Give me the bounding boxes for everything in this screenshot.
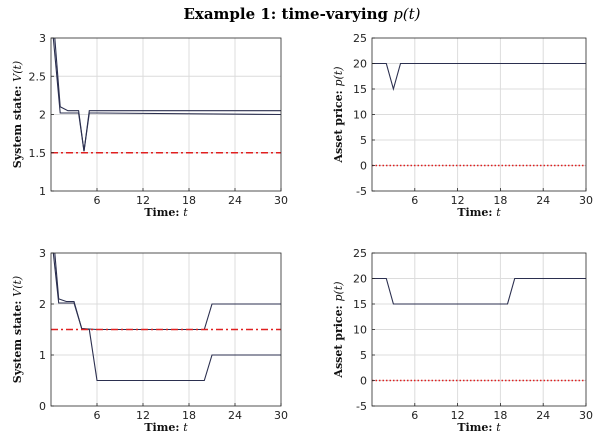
y-tick-label-0: 1 bbox=[39, 185, 46, 198]
series-1-line bbox=[372, 277, 586, 305]
y-tick-label-4: 15 bbox=[353, 298, 367, 311]
y-tick-label-0: 0 bbox=[39, 400, 46, 413]
y-tick-label-0: -5 bbox=[356, 400, 367, 413]
x-axis-label-var: t bbox=[496, 206, 501, 219]
x-tick-label-3: 24 bbox=[536, 194, 550, 207]
y-tick-label-3: 10 bbox=[353, 324, 367, 337]
x-tick-label-3: 24 bbox=[228, 194, 242, 207]
x-axis-label-var: t bbox=[183, 421, 188, 434]
y-axis-label-var: V(t) bbox=[11, 276, 24, 297]
y-axis-label-text: System state: bbox=[11, 82, 24, 168]
x-axis-label-text: Time: bbox=[457, 206, 496, 219]
series-1-line bbox=[372, 62, 586, 92]
x-tick-label-2: 18 bbox=[493, 409, 507, 422]
y-tick-label-6: 25 bbox=[353, 32, 367, 45]
x-tick-label-3: 24 bbox=[536, 409, 550, 422]
y-tick-label-5: 20 bbox=[353, 58, 367, 71]
x-tick-label-0: 6 bbox=[411, 409, 418, 422]
y-tick-label-5: 20 bbox=[353, 273, 367, 286]
axes-box bbox=[50, 252, 282, 407]
y-axis-label-text: Asset price: bbox=[332, 86, 345, 163]
x-tick-label-4: 30 bbox=[579, 409, 593, 422]
series-1-line bbox=[54, 37, 281, 152]
y-axis-label-text: Asset price: bbox=[332, 301, 345, 378]
y-axis-label-var: p(t) bbox=[332, 281, 345, 301]
y-tick-label-1: 0 bbox=[360, 375, 367, 388]
x-tick-label-1: 12 bbox=[136, 194, 150, 207]
y-tick-label-2: 2 bbox=[39, 109, 46, 122]
panel-2: 6 12 18 24 30 -5 0 5 10 15 20 25 Time: t Asset price:… bbox=[332, 32, 593, 219]
x-tick-label-0: 6 bbox=[94, 409, 101, 422]
x-tick-label-1: 12 bbox=[451, 409, 465, 422]
y-axis-label: System state: V(t) bbox=[11, 276, 24, 383]
y-tick-label-3: 10 bbox=[353, 109, 367, 122]
y-axis-label: Asset price: p(t) bbox=[332, 66, 345, 163]
x-axis-label-text: Time: bbox=[457, 421, 496, 434]
x-tick-label-1: 12 bbox=[451, 194, 465, 207]
panel-4: 6 12 18 24 30 -5 0 5 10 15 20 25 Time: t Asset price:… bbox=[332, 247, 593, 434]
x-axis-label: Time: t bbox=[144, 421, 188, 434]
x-tick-label-1: 12 bbox=[136, 409, 150, 422]
y-tick-label-4: 15 bbox=[353, 83, 367, 96]
x-tick-label-4: 30 bbox=[274, 194, 288, 207]
x-axis-label: Time: t bbox=[144, 206, 188, 219]
y-axis-label: Asset price: p(t) bbox=[332, 281, 345, 378]
x-tick-label-0: 6 bbox=[411, 194, 418, 207]
y-axis-label-text: System state: bbox=[11, 297, 24, 383]
x-axis-label-var: t bbox=[496, 421, 501, 434]
y-tick-label-2: 5 bbox=[360, 349, 367, 362]
x-tick-label-4: 30 bbox=[274, 409, 288, 422]
figure-title: Example 1: time-varying p(t) bbox=[183, 5, 420, 23]
x-tick-label-4: 30 bbox=[579, 194, 593, 207]
x-tick-label-3: 24 bbox=[228, 409, 242, 422]
x-tick-label-0: 6 bbox=[94, 194, 101, 207]
y-axis-label-var: V(t) bbox=[11, 61, 24, 82]
x-axis-label: Time: t bbox=[457, 206, 501, 219]
y-axis-label: System state: V(t) bbox=[11, 61, 24, 168]
figure-title-math: p(t) bbox=[393, 5, 420, 23]
x-axis-label-text: Time: bbox=[144, 206, 183, 219]
series-1-line bbox=[54, 252, 281, 331]
y-tick-label-1: 1.5 bbox=[29, 147, 47, 160]
y-tick-label-1: 1 bbox=[39, 349, 46, 362]
figure-title-text: Example 1: time-varying bbox=[183, 5, 393, 23]
y-axis-label-var: p(t) bbox=[332, 66, 345, 86]
panel-1: 6 12 18 24 30 1 1.5 2 2.5 3 Time: t System state: V… bbox=[11, 32, 288, 219]
y-tick-label-2: 2 bbox=[39, 298, 46, 311]
y-tick-label-1: 0 bbox=[360, 160, 367, 173]
y-tick-label-3: 3 bbox=[39, 247, 46, 260]
x-tick-label-2: 18 bbox=[493, 194, 507, 207]
x-tick-label-2: 18 bbox=[182, 194, 196, 207]
series-2-line bbox=[52, 37, 282, 152]
y-tick-label-0: -5 bbox=[356, 185, 367, 198]
x-axis-label-var: t bbox=[183, 206, 188, 219]
series-2-line bbox=[52, 252, 281, 382]
x-axis-label: Time: t bbox=[457, 421, 501, 434]
y-tick-label-3: 2.5 bbox=[29, 70, 47, 83]
x-tick-label-2: 18 bbox=[182, 409, 196, 422]
x-axis-label-text: Time: bbox=[144, 421, 183, 434]
y-tick-label-2: 5 bbox=[360, 134, 367, 147]
y-tick-label-4: 3 bbox=[39, 32, 46, 45]
y-tick-label-6: 25 bbox=[353, 247, 367, 260]
